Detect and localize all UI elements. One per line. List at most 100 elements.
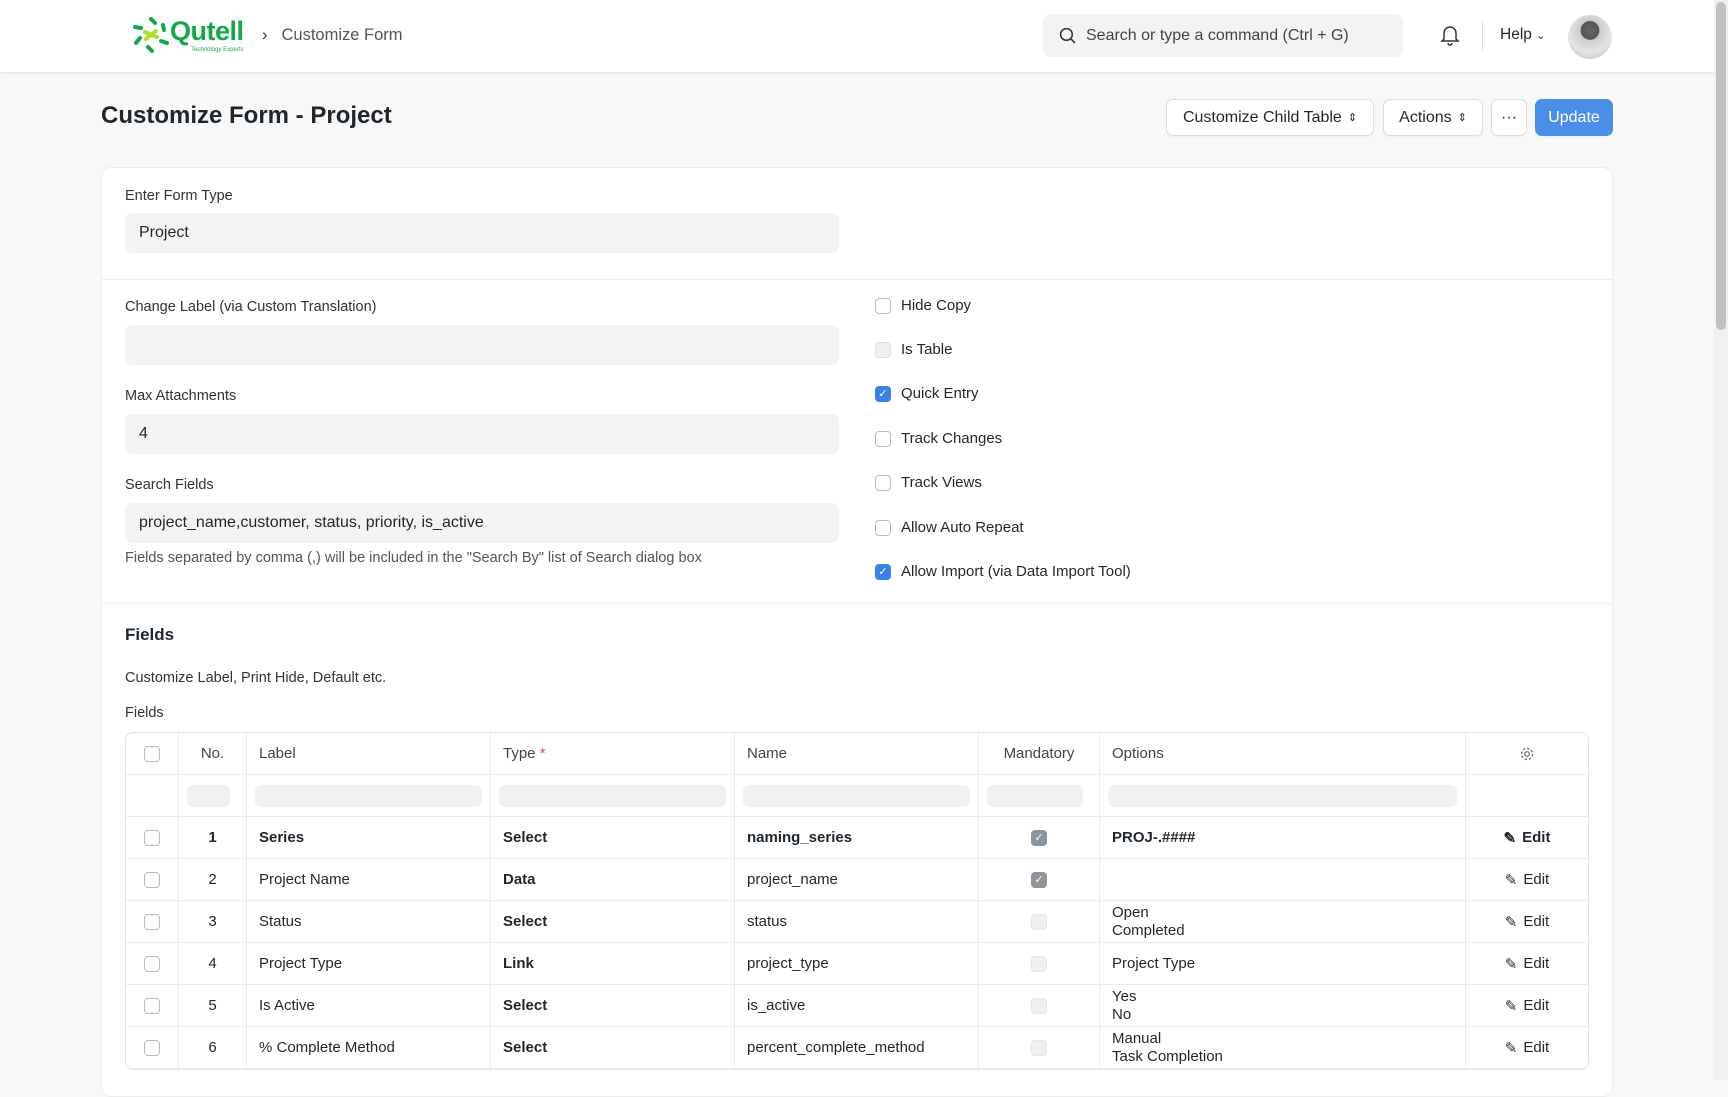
update-button[interactable]: Update bbox=[1535, 99, 1613, 136]
table-row[interactable]: 4 Project Type Link project_type Project… bbox=[126, 943, 1588, 985]
row-type[interactable]: Select bbox=[491, 901, 735, 942]
col-type-label: Type bbox=[503, 745, 536, 762]
logo-text: Qutell bbox=[170, 16, 244, 46]
row-options[interactable]: Project Type bbox=[1100, 943, 1466, 984]
search-input[interactable]: Search or type a command (Ctrl + G) bbox=[1043, 14, 1403, 57]
avatar[interactable] bbox=[1568, 15, 1612, 59]
checkbox-label: Track Views bbox=[901, 474, 982, 491]
chevron-right-icon: › bbox=[262, 26, 268, 44]
row-edit-button[interactable]: ✎ Edit bbox=[1466, 985, 1588, 1026]
more-button[interactable]: ··· bbox=[1491, 99, 1527, 136]
row-type[interactable]: Select bbox=[491, 817, 735, 858]
hide-copy-checkbox[interactable]: Hide Copy bbox=[875, 297, 971, 314]
actions-button[interactable]: Actions ⇕ bbox=[1383, 99, 1483, 136]
row-options[interactable]: PROJ-.#### bbox=[1100, 817, 1466, 858]
row-checkbox[interactable] bbox=[126, 859, 179, 900]
row-label[interactable]: Status bbox=[247, 901, 491, 942]
search-icon bbox=[1059, 27, 1076, 44]
edit-label: Edit bbox=[1523, 913, 1550, 930]
row-type[interactable]: Data bbox=[491, 859, 735, 900]
row-name[interactable]: project_type bbox=[735, 943, 979, 984]
option-line: Open bbox=[1112, 904, 1149, 921]
check-icon: ✓ bbox=[1031, 829, 1047, 846]
row-options[interactable] bbox=[1100, 859, 1466, 900]
row-checkbox[interactable] bbox=[126, 1027, 179, 1068]
row-type[interactable]: Select bbox=[491, 1027, 735, 1068]
filter-mandatory[interactable] bbox=[987, 784, 1083, 807]
filter-label[interactable] bbox=[255, 784, 482, 807]
filter-no[interactable] bbox=[187, 784, 230, 807]
allow-import-checkbox[interactable]: ✓ Allow Import (via Data Import Tool) bbox=[875, 563, 1131, 580]
track-changes-checkbox[interactable]: Track Changes bbox=[875, 430, 1002, 447]
max-attachments-input[interactable]: 4 bbox=[125, 414, 839, 454]
bell-icon[interactable] bbox=[1440, 24, 1460, 46]
app-logo[interactable]: Qutell Technology Experts bbox=[132, 15, 244, 55]
table-row[interactable]: 2 Project Name Data project_name ✓ ✎ Edit bbox=[126, 859, 1588, 901]
row-edit-button[interactable]: ✎ Edit bbox=[1466, 901, 1588, 942]
row-type[interactable]: Select bbox=[491, 985, 735, 1026]
select-all-checkbox[interactable] bbox=[126, 733, 179, 774]
filter-options[interactable] bbox=[1108, 784, 1457, 807]
row-label[interactable]: Series bbox=[247, 817, 491, 858]
filter-name[interactable] bbox=[743, 784, 970, 807]
row-mandatory[interactable] bbox=[979, 1027, 1100, 1068]
row-name[interactable]: project_name bbox=[735, 859, 979, 900]
row-options[interactable]: Yes No bbox=[1100, 985, 1466, 1026]
customize-child-table-button[interactable]: Customize Child Table ⇕ bbox=[1166, 99, 1374, 136]
table-row[interactable]: 6 % Complete Method Select percent_compl… bbox=[126, 1027, 1588, 1069]
row-checkbox[interactable] bbox=[126, 817, 179, 858]
track-views-checkbox[interactable]: Track Views bbox=[875, 474, 982, 491]
help-dropdown[interactable]: Help ⌄ bbox=[1500, 26, 1545, 44]
change-label-label: Change Label (via Custom Translation) bbox=[125, 299, 377, 315]
row-mandatory[interactable]: ✓ bbox=[979, 817, 1100, 858]
row-options[interactable]: Open Completed bbox=[1100, 901, 1466, 942]
row-mandatory[interactable] bbox=[979, 985, 1100, 1026]
row-no: 1 bbox=[179, 817, 247, 858]
quick-entry-checkbox[interactable]: ✓ Quick Entry bbox=[875, 385, 979, 402]
row-type[interactable]: Link bbox=[491, 943, 735, 984]
fields-table: No. Label Type * Name Mandatory Options … bbox=[125, 732, 1589, 1070]
search-placeholder: Search or type a command (Ctrl + G) bbox=[1086, 26, 1349, 44]
row-name[interactable]: status bbox=[735, 901, 979, 942]
row-edit-button[interactable]: ✎ Edit bbox=[1466, 859, 1588, 900]
row-label[interactable]: Project Name bbox=[247, 859, 491, 900]
table-row[interactable]: 3 Status Select status Open Completed ✎ Ed… bbox=[126, 901, 1588, 943]
row-label[interactable]: Is Active bbox=[247, 985, 491, 1026]
row-checkbox[interactable] bbox=[126, 901, 179, 942]
row-name[interactable]: percent_complete_method bbox=[735, 1027, 979, 1068]
table-row[interactable]: 1 Series Select naming_series ✓ PROJ-.##… bbox=[126, 817, 1588, 859]
checkbox-icon bbox=[1031, 913, 1047, 930]
scrollbar[interactable] bbox=[1714, 0, 1728, 1080]
breadcrumb-customize-form[interactable]: Customize Form bbox=[281, 26, 403, 44]
form-type-input[interactable]: Project bbox=[125, 213, 839, 253]
scrollbar-thumb[interactable] bbox=[1716, 2, 1726, 330]
fields-table-label: Fields bbox=[125, 705, 164, 721]
filter-type[interactable] bbox=[499, 784, 726, 807]
row-edit-button[interactable]: ✎ Edit bbox=[1466, 943, 1588, 984]
row-edit-button[interactable]: ✎ Edit bbox=[1466, 1027, 1588, 1068]
col-options: Options bbox=[1100, 733, 1466, 774]
change-label-input[interactable] bbox=[125, 325, 839, 365]
breadcrumb: › Customize Form bbox=[262, 26, 403, 45]
row-label[interactable]: Project Type bbox=[247, 943, 491, 984]
checkbox-icon bbox=[1031, 955, 1047, 972]
row-name[interactable]: naming_series bbox=[735, 817, 979, 858]
row-checkbox[interactable] bbox=[126, 943, 179, 984]
fields-section-description: Customize Label, Print Hide, Default etc… bbox=[125, 670, 387, 686]
search-fields-input[interactable]: project_name,customer, status, priority,… bbox=[125, 503, 839, 543]
row-mandatory[interactable] bbox=[979, 943, 1100, 984]
row-name[interactable]: is_active bbox=[735, 985, 979, 1026]
row-edit-button[interactable]: ✎ Edit bbox=[1466, 817, 1588, 858]
page-title: Customize Form - Project bbox=[101, 102, 392, 129]
more-dots-icon: ··· bbox=[1501, 108, 1517, 126]
table-row[interactable]: 5 Is Active Select is_active Yes No ✎ Edit bbox=[126, 985, 1588, 1027]
column-settings-icon[interactable] bbox=[1466, 733, 1588, 774]
row-label[interactable]: % Complete Method bbox=[247, 1027, 491, 1068]
row-mandatory[interactable] bbox=[979, 901, 1100, 942]
row-no: 4 bbox=[179, 943, 247, 984]
row-mandatory[interactable]: ✓ bbox=[979, 859, 1100, 900]
allow-auto-repeat-checkbox[interactable]: Allow Auto Repeat bbox=[875, 519, 1024, 536]
pencil-icon: ✎ bbox=[1504, 955, 1518, 973]
row-checkbox[interactable] bbox=[126, 985, 179, 1026]
row-options[interactable]: Manual Task Completion bbox=[1100, 1027, 1466, 1068]
